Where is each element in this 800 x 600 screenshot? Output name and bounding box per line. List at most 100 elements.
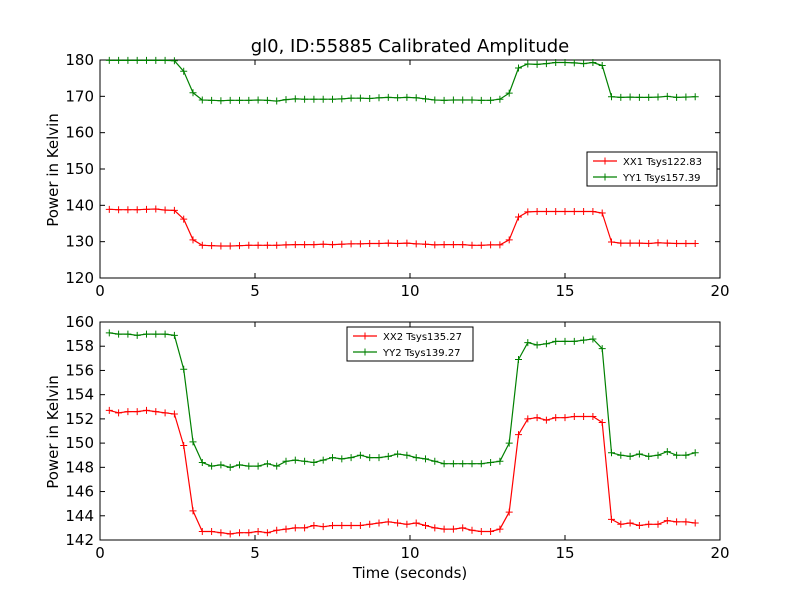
top-series-green-point [487,96,495,104]
bottom-ytick-label: 142 [65,531,94,549]
top-ytick-label: 140 [65,196,94,214]
top-series-red-point [301,241,309,249]
top-series-red-point [626,239,634,247]
bottom-ytick-label: 146 [65,483,94,501]
bottom-series-red-point [654,520,662,528]
bottom-series-green-point [347,454,355,462]
top-xtick-label: 5 [250,282,260,300]
bottom-series-red-point [589,412,597,420]
top-series-red-point [598,209,606,217]
bottom-legend-label: XX2 Tsys135.27 [383,332,462,343]
top-series-red-point [561,208,569,216]
top-series-green-point [180,67,188,75]
bottom-series-green-point [682,451,690,459]
top-series-green-point [468,96,476,104]
top-ytick-label: 180 [65,51,94,69]
top-series-green-point [384,93,392,101]
bottom-series-red-line [109,409,696,535]
bottom-series-green-point [515,356,522,364]
bottom-series-green-point [403,451,411,459]
top-series-green-point [394,94,402,102]
top-series-green-point [505,89,513,97]
top-series-green-point [673,93,681,101]
bottom-series-red-point [515,431,522,439]
bottom-series-green-point [198,458,206,466]
bottom-series-green-point [329,454,336,462]
bottom-series-green-point [477,460,485,468]
top-series-green-point [310,95,318,103]
bottom-series-green-point [608,449,615,457]
top-series-green-point [645,93,653,101]
top-series-green-point [533,60,541,68]
bottom-series-red-point [505,508,513,516]
bottom-series-green-line [109,332,696,468]
top-series-red-point [515,213,522,221]
bottom-series-green-point [208,462,216,470]
top-ytick-label: 130 [65,233,94,251]
top-legend-label: XX1 Tsys122.83 [623,157,702,168]
top-series-green-point [570,59,578,67]
top-series-green-point [356,94,364,102]
bottom-series-green-point [143,330,150,338]
bottom-series-green-point [217,461,225,469]
top-series-green-point [403,93,411,101]
bottom-series-red-point [226,530,234,538]
top-series-red-point [198,241,206,249]
top-series-red-point [217,242,225,250]
bottom-series-green-point [282,457,290,465]
top-chart-panel: gl0, ID:55885 Calibrated Amplitude Power… [44,36,730,300]
bottom-ytick-label: 150 [65,434,94,452]
top-series-red-point [115,206,123,214]
top-series-red-point [329,241,336,249]
bottom-series-red-point [617,520,625,528]
bottom-xtick-label: 5 [250,544,260,562]
top-series-green-point [254,96,262,104]
bottom-series-red-point [236,529,243,537]
bottom-series-green-point [115,330,123,338]
bottom-xtick-label: 20 [710,544,729,562]
top-series-red-point [356,240,364,248]
bottom-xtick-label: 0 [95,544,105,562]
top-series-red-point [338,240,346,248]
top-series-red-point [133,206,141,214]
bottom-series-green-point [691,449,699,457]
bottom-series-green-point [589,335,597,343]
bottom-series-green-point [412,454,420,462]
bottom-series-red-point [673,518,681,526]
bottom-series-green-point [663,448,671,456]
top-series-red-point [654,239,662,247]
bottom-chart-xlabel: Time (seconds) [352,564,468,582]
top-series-red-point [440,241,448,249]
top-series-red-point [161,206,169,214]
top-series-red-point [635,239,643,247]
top-series-green-point [449,96,457,104]
top-series-green-point [440,96,448,104]
bottom-series-green-point [580,336,588,344]
top-series-red-point [180,215,188,223]
top-series-red-point [682,239,690,247]
top-series-red-point [347,240,355,248]
bottom-series-red-point [124,408,132,416]
top-series-red-point [291,241,299,249]
top-xtick-label: 10 [400,282,419,300]
top-series-red-point [552,208,560,216]
bottom-series-green-point [440,460,448,468]
top-series-red-point [468,241,476,249]
bottom-chart-panel: Power in Kelvin Time (seconds) 0 5 10 15 20 1… [44,313,730,582]
top-series-green-point [477,96,485,104]
top-series-green-point [273,97,281,105]
top-series-red-point [412,240,420,248]
bottom-series-red-point [115,409,123,417]
bottom-series-green-point [152,330,160,338]
top-series-red-point [608,238,615,246]
top-series-green-point [524,60,532,68]
top-series-red-point [617,239,625,247]
top-series-green-point [124,56,132,64]
top-series-green-point [654,93,662,101]
top-series-red-point [505,236,513,244]
top-series-red-point [580,208,588,216]
bottom-xtick-label: 10 [400,544,419,562]
top-series-green-point [561,59,569,67]
top-series-red-point [449,241,457,249]
